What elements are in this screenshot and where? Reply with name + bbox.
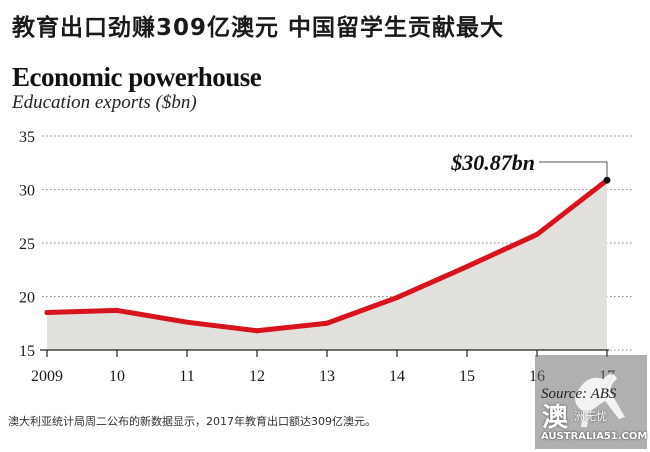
headline: 教育出口劲赚309亿澳元 中国留学生贡献最大 xyxy=(12,15,505,41)
data-point xyxy=(394,295,400,301)
axis-layer: 152025303520091011121314151617 xyxy=(19,129,615,385)
x-tick-label: 15 xyxy=(459,368,475,385)
data-point xyxy=(534,231,540,237)
line-layer xyxy=(44,177,610,334)
y-tick-label: 30 xyxy=(19,183,35,200)
chart-source: Source: ABS xyxy=(541,386,617,402)
caption: 澳大利亚统计局周二公布的新数据显示，2017年教育出口额达309亿澳元。 xyxy=(8,415,376,428)
annotation-label: $30.87bn xyxy=(450,150,535,175)
kangaroo-icon xyxy=(575,374,625,427)
data-point xyxy=(44,310,50,316)
watermark-logo xyxy=(535,355,647,449)
area-fill xyxy=(47,180,607,350)
x-tick-label: 11 xyxy=(179,368,194,385)
chart-title: Economic powerhouse xyxy=(12,62,262,92)
x-tick-label: 12 xyxy=(249,368,265,385)
data-point xyxy=(184,319,190,325)
data-point xyxy=(114,307,120,313)
x-tick-label: 2009 xyxy=(31,368,63,385)
endpoint-marker xyxy=(603,176,611,184)
y-tick-label: 25 xyxy=(19,236,35,253)
y-tick-label: 35 xyxy=(19,129,35,146)
chart-subtitle: Education exports ($bn) xyxy=(12,92,197,113)
data-point xyxy=(464,264,470,270)
annotation-layer: $30.87bn xyxy=(450,150,611,184)
data-point xyxy=(254,328,260,334)
y-tick-label: 15 xyxy=(19,343,35,360)
watermark-url: AUSTRALIA51.COM xyxy=(541,431,648,442)
area-layer xyxy=(47,180,607,350)
x-tick-label: 13 xyxy=(319,368,335,385)
watermark-text: 洲无忧 xyxy=(574,410,607,423)
data-point xyxy=(324,320,330,326)
y-tick-label: 20 xyxy=(19,290,35,307)
x-tick-label: 10 xyxy=(109,368,125,385)
x-tick-label: 14 xyxy=(389,368,405,385)
watermark-glyph: 澳 xyxy=(542,403,569,433)
